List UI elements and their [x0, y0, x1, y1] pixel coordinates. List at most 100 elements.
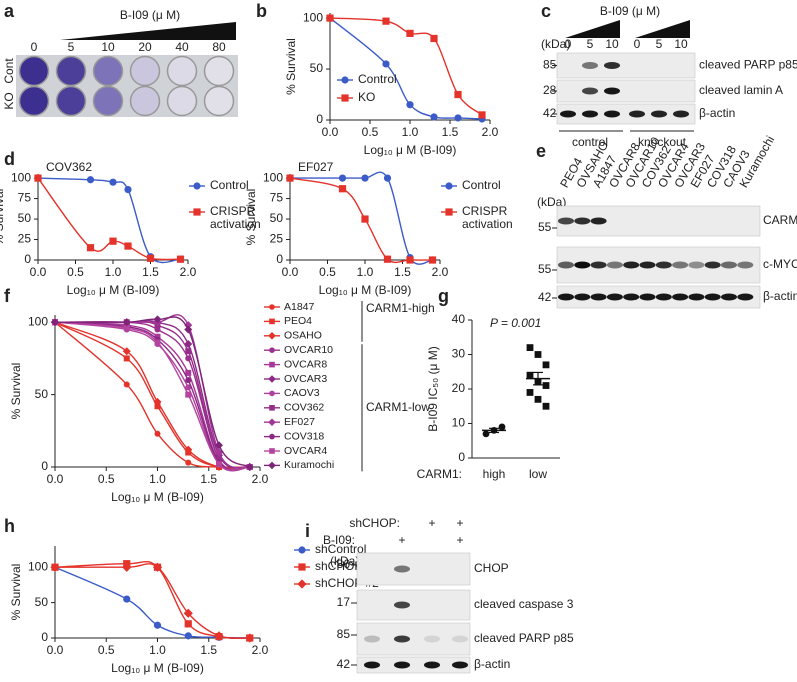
legend-label-box: Control — [462, 179, 501, 192]
mw-marker: 55 — [538, 220, 552, 234]
dose-label: 40 — [175, 40, 189, 54]
y-axis-label: % Survival — [9, 363, 23, 420]
x-tick-label: 1.5 — [442, 125, 459, 139]
blot-band — [629, 110, 645, 118]
x-tick-label: 1.5 — [142, 265, 159, 279]
treatment-label: B-I09 (μ M) — [600, 4, 660, 18]
y-axis-label: % Survival — [244, 189, 258, 246]
marker — [406, 101, 414, 109]
legend-marker — [268, 375, 276, 383]
chart-title: COV362 — [46, 160, 92, 174]
y-tick-label: 25 — [270, 232, 284, 246]
legend-label: Control — [358, 73, 397, 86]
marker — [154, 403, 161, 410]
marker — [286, 174, 294, 182]
marker — [152, 562, 163, 572]
x-tick-label: 0.0 — [47, 643, 64, 657]
blot-band — [590, 261, 607, 269]
blot-band — [364, 635, 380, 643]
y-tick-label: 100 — [28, 314, 48, 328]
legend-marker — [269, 433, 275, 440]
well — [55, 55, 87, 87]
x-tick-label: 2.0 — [252, 643, 269, 657]
well — [166, 85, 198, 117]
marker — [454, 114, 462, 122]
legend-marker — [269, 405, 275, 411]
legend-label: Control — [210, 179, 249, 192]
band-label: cleaved PARP p85 — [474, 631, 574, 645]
marker — [123, 355, 130, 362]
fit-curve — [290, 171, 433, 265]
x-tick-label: 1.5 — [394, 265, 411, 279]
well — [18, 85, 50, 117]
x-tick-label: low — [529, 467, 547, 481]
legend-label: CRISPR activation — [210, 205, 261, 231]
lane-label: 5 — [587, 37, 594, 51]
treatment-mark: + — [456, 516, 463, 530]
legend-label-box: Control — [210, 179, 249, 192]
band-label: β-actin — [763, 289, 797, 303]
marker — [185, 369, 192, 376]
x-tick-label: 1.5 — [200, 643, 217, 657]
marker — [430, 34, 438, 43]
mw-marker: 42 — [337, 657, 351, 671]
band-label: CHOP — [474, 561, 509, 575]
panel-letter: c — [541, 1, 551, 21]
group-label: CARM1-low — [366, 400, 430, 414]
blot-band — [672, 261, 689, 269]
well — [55, 85, 87, 117]
blot-band — [721, 293, 737, 301]
blot-band — [582, 87, 598, 95]
marker — [406, 29, 414, 37]
x-tick-label: 1.0 — [149, 472, 166, 486]
y-tick-label: 20 — [452, 381, 466, 395]
lane-label: 10 — [674, 37, 688, 51]
blot-band — [655, 293, 672, 301]
marker — [123, 595, 131, 603]
legend-label: shControl — [315, 543, 367, 556]
legend-label: A1847 — [284, 301, 315, 313]
marker — [245, 633, 255, 643]
marker — [146, 254, 155, 262]
blot-band — [582, 62, 598, 69]
legend-label: CAOV3 — [284, 387, 320, 399]
legend-label: OSAHO — [284, 330, 322, 342]
legend-label: Control — [462, 179, 501, 192]
marker — [183, 608, 193, 618]
blot-strip — [356, 589, 471, 621]
blot-band — [672, 293, 689, 301]
well — [92, 55, 124, 87]
x-tick-label: 1.0 — [402, 125, 419, 139]
legend-marker — [269, 390, 275, 397]
legend-marker — [269, 361, 275, 368]
marker — [153, 621, 162, 629]
blot-band — [655, 261, 672, 269]
marker — [338, 174, 347, 182]
fit-curve — [54, 566, 250, 639]
marker — [214, 631, 224, 641]
marker — [184, 325, 193, 334]
blot-band — [604, 62, 620, 69]
marker — [185, 348, 192, 355]
y-tick-label: 50 — [35, 387, 49, 401]
lane-label: 0 — [565, 37, 572, 51]
marker — [216, 461, 222, 468]
blot-band — [704, 293, 721, 301]
y-tick-label: 0 — [41, 459, 48, 473]
y-tick-label: 50 — [310, 61, 324, 75]
y-tick-label: 0 — [276, 252, 283, 266]
treatment-mark: + — [428, 516, 435, 530]
marker — [86, 176, 95, 184]
legend-marker — [341, 76, 349, 84]
legend-label: Kuramochi — [284, 459, 334, 471]
y-tick-label: 100 — [11, 170, 31, 184]
y-axis-label: % Survival — [9, 564, 23, 621]
marker — [154, 339, 161, 346]
row-label: Cont — [2, 58, 16, 84]
treatment-label: B-I09 (μ M) — [120, 8, 180, 22]
band-label: CARM1 — [763, 213, 797, 227]
marker — [184, 620, 192, 628]
legend-marker — [297, 579, 307, 589]
band-label: c-MYC — [763, 257, 797, 271]
